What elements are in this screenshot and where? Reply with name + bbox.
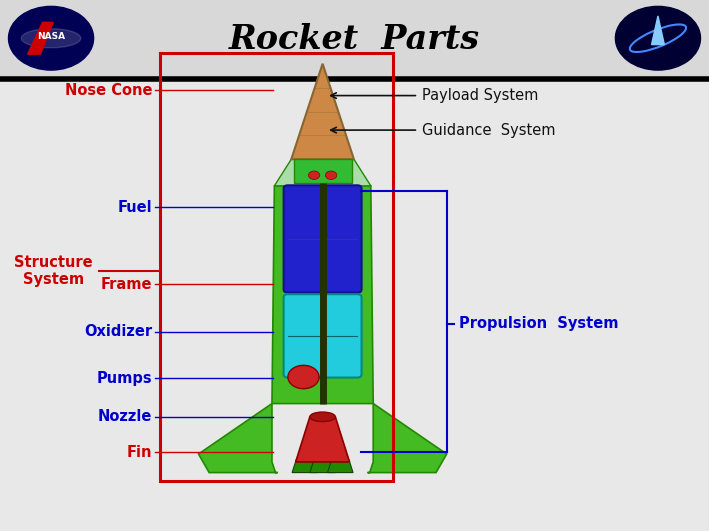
Text: NASA: NASA — [37, 32, 65, 41]
Text: Structure
System: Structure System — [14, 254, 92, 287]
Polygon shape — [652, 16, 664, 45]
Circle shape — [9, 6, 94, 70]
Text: Oxidizer: Oxidizer — [84, 324, 152, 339]
Polygon shape — [291, 64, 354, 159]
Text: Nozzle: Nozzle — [98, 409, 152, 424]
Text: Payload System: Payload System — [422, 88, 538, 103]
Text: Pumps: Pumps — [97, 371, 152, 386]
Text: Propulsion  System: Propulsion System — [459, 316, 619, 331]
Circle shape — [325, 171, 337, 179]
Ellipse shape — [310, 412, 335, 422]
Polygon shape — [292, 459, 318, 473]
Polygon shape — [199, 404, 278, 473]
Polygon shape — [274, 159, 371, 186]
Circle shape — [288, 365, 319, 389]
Ellipse shape — [21, 29, 81, 48]
Text: Nose Cone: Nose Cone — [65, 83, 152, 98]
Polygon shape — [296, 417, 350, 462]
Text: Rocket  Parts: Rocket Parts — [229, 23, 480, 56]
Polygon shape — [272, 186, 373, 404]
Text: Frame: Frame — [101, 277, 152, 292]
Text: Fin: Fin — [127, 445, 152, 460]
Polygon shape — [310, 459, 335, 473]
Bar — [0, 0, 709, 79]
Circle shape — [615, 6, 700, 70]
Circle shape — [308, 171, 320, 179]
Polygon shape — [28, 22, 53, 54]
Polygon shape — [294, 159, 352, 183]
FancyBboxPatch shape — [284, 294, 362, 378]
Polygon shape — [328, 459, 353, 473]
Polygon shape — [367, 404, 447, 473]
FancyBboxPatch shape — [284, 185, 362, 293]
Text: Fuel: Fuel — [118, 200, 152, 215]
Text: Guidance  System: Guidance System — [422, 123, 555, 138]
